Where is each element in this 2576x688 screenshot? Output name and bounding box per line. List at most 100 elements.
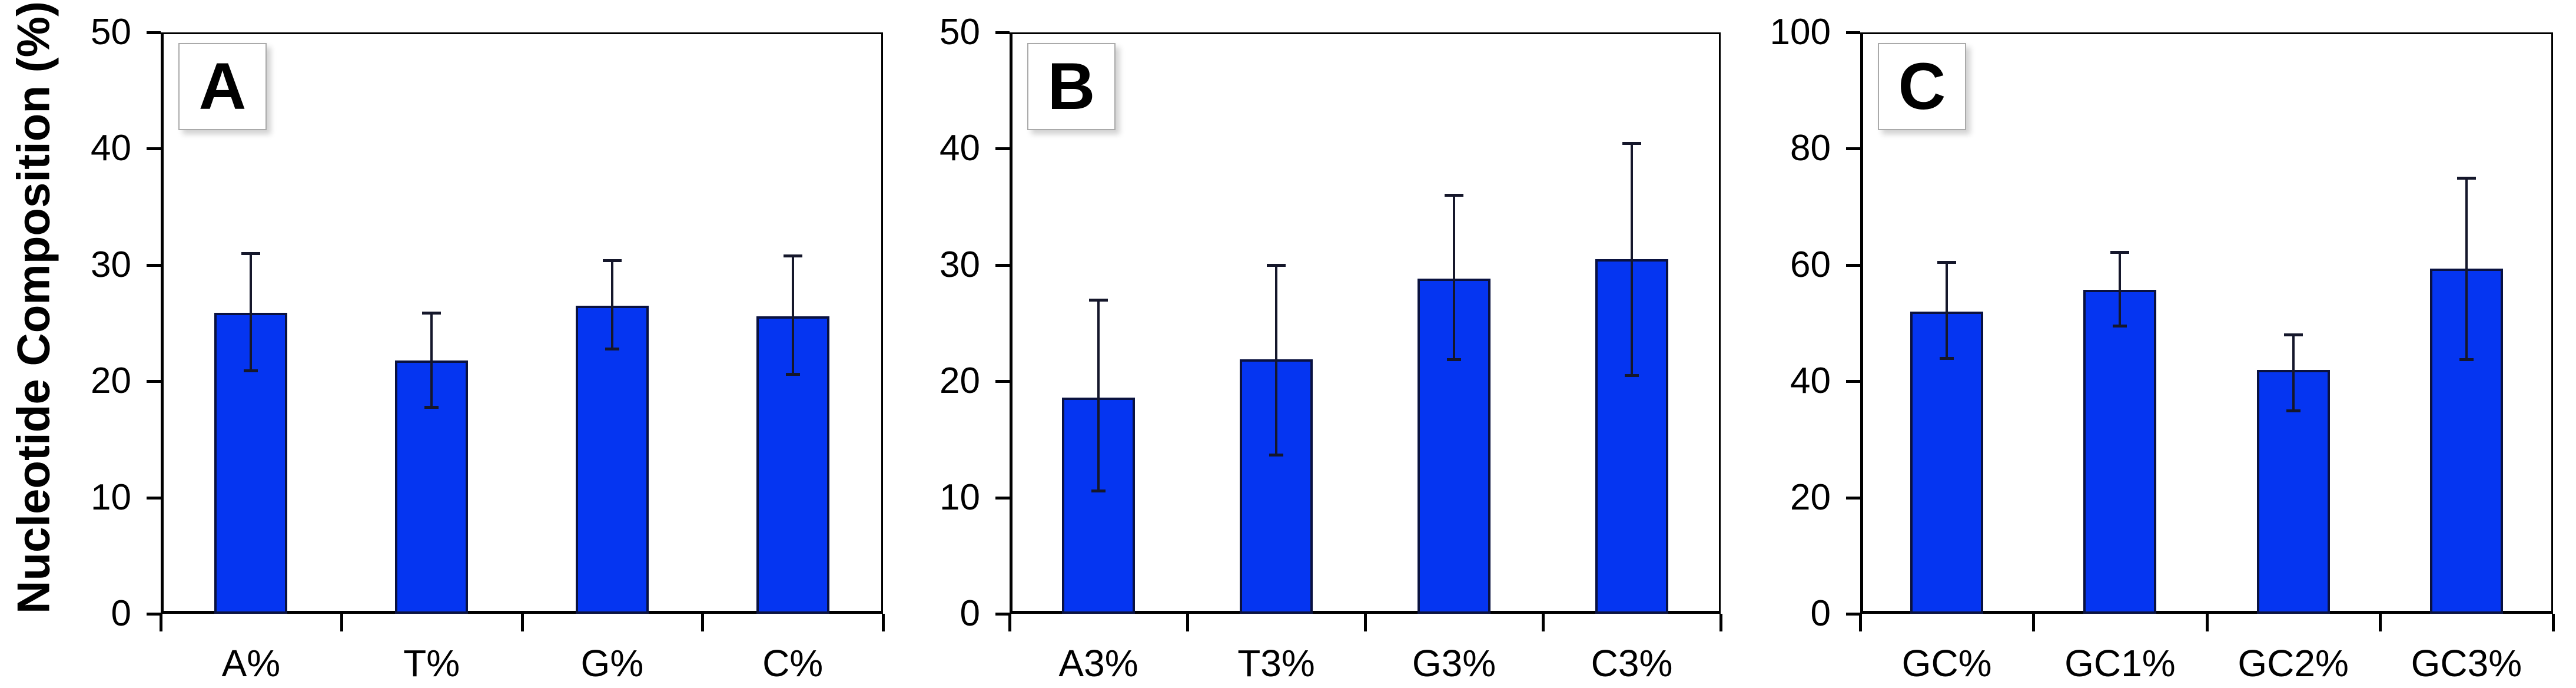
bar-GC3% — [2429, 268, 2503, 614]
y-tick-mark — [1846, 147, 1860, 151]
y-tick-mark — [1846, 31, 1860, 34]
panel-label-C: C — [1878, 43, 1966, 130]
error-bar-A3% — [1097, 300, 1100, 491]
error-bar-bottom-cap — [1091, 489, 1106, 492]
error-bar-top-cap — [602, 259, 622, 262]
y-tick-mark — [1846, 613, 1860, 616]
y-tick-mark — [995, 147, 1010, 151]
error-bar-bottom-cap — [1447, 358, 1461, 361]
error-bar-GC% — [1946, 262, 1948, 358]
error-bar-bottom-cap — [244, 369, 258, 373]
x-tick-mark — [2205, 614, 2209, 631]
x-tick-mark — [2032, 614, 2036, 631]
x-tick-mark — [882, 614, 885, 631]
error-bar-top-cap — [1445, 194, 1463, 197]
error-bar-top-cap — [422, 311, 441, 315]
error-bar-A% — [250, 253, 253, 371]
x-category-label: G% — [580, 642, 644, 684]
y-tick-label: 40 — [940, 128, 980, 169]
y-tick-mark — [1846, 496, 1860, 500]
y-tick-label: 0 — [960, 593, 980, 634]
error-bar-bottom-cap — [2459, 358, 2474, 361]
x-category-label: GC3% — [2411, 642, 2522, 684]
error-bar-top-cap — [2110, 251, 2130, 254]
x-category-label: GC1% — [2064, 642, 2176, 684]
bar-G% — [575, 305, 649, 614]
y-tick-label: 10 — [940, 477, 980, 518]
y-tick-label: 10 — [91, 477, 131, 518]
error-bar-GC1% — [2119, 252, 2122, 326]
x-category-label: C% — [762, 642, 824, 684]
error-bar-bottom-cap — [2286, 409, 2301, 412]
x-tick-mark — [701, 614, 705, 631]
error-bar-top-cap — [1937, 260, 1957, 264]
x-tick-mark — [1008, 614, 1011, 631]
x-tick-mark — [2378, 614, 2382, 631]
bar-GC1% — [2083, 290, 2157, 614]
error-bar-C% — [791, 256, 794, 375]
error-bar-bottom-cap — [424, 405, 439, 409]
x-category-label: A% — [221, 642, 281, 684]
y-tick-label: 30 — [940, 244, 980, 285]
error-bar-top-cap — [2283, 333, 2303, 337]
error-bar-bottom-cap — [605, 347, 619, 350]
y-tick-label: 80 — [1790, 128, 1831, 169]
error-bar-bottom-cap — [1625, 374, 1639, 378]
error-bar-bottom-cap — [1269, 453, 1283, 457]
error-bar-top-cap — [241, 252, 261, 256]
x-category-label: C3% — [1591, 642, 1673, 684]
y-tick-mark — [1846, 263, 1860, 267]
y-tick-mark — [995, 31, 1010, 34]
y-tick-label: 40 — [1790, 360, 1831, 402]
x-tick-mark — [340, 614, 343, 631]
y-tick-mark — [147, 263, 161, 267]
x-tick-mark — [160, 614, 162, 631]
y-tick-mark — [1846, 380, 1860, 383]
error-bar-top-cap — [1622, 141, 1641, 145]
panel-label-A: A — [178, 43, 267, 130]
error-bar-G% — [610, 260, 613, 349]
y-tick-label: 20 — [1790, 477, 1831, 518]
x-category-label: GC2% — [2238, 642, 2349, 684]
y-tick-label: 50 — [91, 12, 131, 52]
y-tick-mark — [147, 31, 161, 34]
error-bar-C3% — [1631, 143, 1633, 376]
y-tick-label: 50 — [940, 12, 980, 52]
x-category-label: T3% — [1237, 642, 1315, 684]
x-category-label: GC% — [1901, 642, 1992, 684]
error-bar-bottom-cap — [785, 373, 800, 376]
error-bar-top-cap — [1267, 263, 1286, 267]
y-tick-mark — [147, 496, 161, 500]
y-tick-label: 40 — [91, 128, 131, 169]
error-bar-GC3% — [2465, 177, 2468, 359]
y-axis-title: Nucleotide Composition (%) — [7, 1, 59, 614]
y-tick-label: 100 — [1770, 12, 1831, 52]
x-category-label: A3% — [1058, 642, 1138, 684]
y-tick-mark — [147, 380, 161, 383]
error-bar-top-cap — [2457, 176, 2476, 180]
y-tick-label: 20 — [940, 360, 980, 402]
y-tick-mark — [147, 147, 161, 151]
bar-G3% — [1418, 279, 1491, 614]
y-tick-label: 0 — [1810, 593, 1831, 634]
y-tick-mark — [995, 380, 1010, 383]
error-bar-bottom-cap — [2113, 325, 2127, 328]
error-bar-top-cap — [1089, 299, 1108, 302]
y-tick-mark — [995, 263, 1010, 267]
x-category-label: G3% — [1412, 642, 1496, 684]
error-bar-bottom-cap — [1940, 356, 1954, 360]
x-tick-mark — [1719, 614, 1722, 631]
error-bar-GC2% — [2292, 335, 2295, 411]
y-tick-mark — [147, 613, 161, 616]
y-tick-mark — [995, 496, 1010, 500]
x-tick-mark — [520, 614, 524, 631]
y-tick-label: 30 — [91, 244, 131, 285]
x-category-label: T% — [403, 642, 460, 684]
y-tick-label: 60 — [1790, 244, 1831, 285]
y-tick-label: 0 — [111, 593, 131, 634]
bar-GC% — [1910, 311, 1984, 614]
x-tick-mark — [2552, 614, 2555, 631]
error-bar-T% — [430, 312, 433, 407]
error-bar-top-cap — [783, 254, 802, 257]
